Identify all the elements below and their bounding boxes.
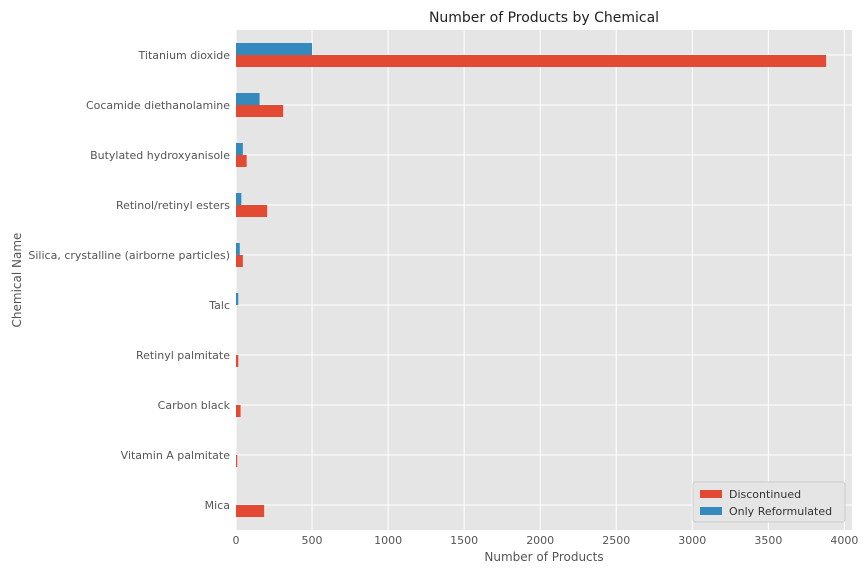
y-tick-label: Mica [205,499,230,512]
x-tick-label: 2500 [602,534,630,547]
y-tick-label: Silica, crystalline (airborne particles) [28,249,230,262]
legend-label: Discontinued [729,488,801,501]
y-tick-label: Retinyl palmitate [136,349,230,362]
x-axis-label: Number of Products [484,550,603,564]
x-tick-label: 500 [302,534,323,547]
x-tick-label: 1500 [450,534,478,547]
bar-discontinued [236,255,243,267]
bar-discontinued [236,405,241,417]
bar-discontinued [236,105,284,117]
y-tick-label: Talc [208,299,230,312]
y-axis-label: Chemical Name [10,233,24,328]
y-tick-label: Carbon black [158,399,231,412]
bar-discontinued [236,155,247,167]
chart-title: Number of Products by Chemical [429,10,659,26]
x-tick-label: 3500 [754,534,782,547]
bar-discontinued [236,455,238,467]
y-tick-label: Butylated hydroxyanisole [90,149,230,162]
x-tick-label: 2000 [526,534,554,547]
bar-only-reformulated [236,243,240,255]
x-tick-label: 1000 [374,534,402,547]
y-tick-label: Cocamide diethanolamine [86,99,230,112]
legend-swatch [700,490,722,498]
plot-area [236,30,852,530]
legend-label: Only Reformulated [729,505,832,518]
x-tick-label: 4000 [830,534,858,547]
legend: Discontinued Only Reformulated [692,481,846,523]
bar-discontinued [236,505,265,517]
y-tick-label: Retinol/retinyl esters [116,199,230,212]
bar-discontinued [236,355,239,367]
x-tick-label: 0 [233,534,240,547]
bar-discontinued [236,55,827,67]
x-tick-label: 3000 [678,534,706,547]
bar-only-reformulated [236,43,313,55]
bar-discontinued [236,205,268,217]
bar-only-reformulated [236,293,239,305]
y-tick-label: Titanium dioxide [138,49,231,62]
bar-only-reformulated [236,193,242,205]
legend-box [692,481,846,523]
bar-only-reformulated [236,143,243,155]
y-tick-label: Vitamin A palmitate [121,449,231,462]
bar-only-reformulated [236,93,260,105]
legend-swatch [700,507,722,515]
